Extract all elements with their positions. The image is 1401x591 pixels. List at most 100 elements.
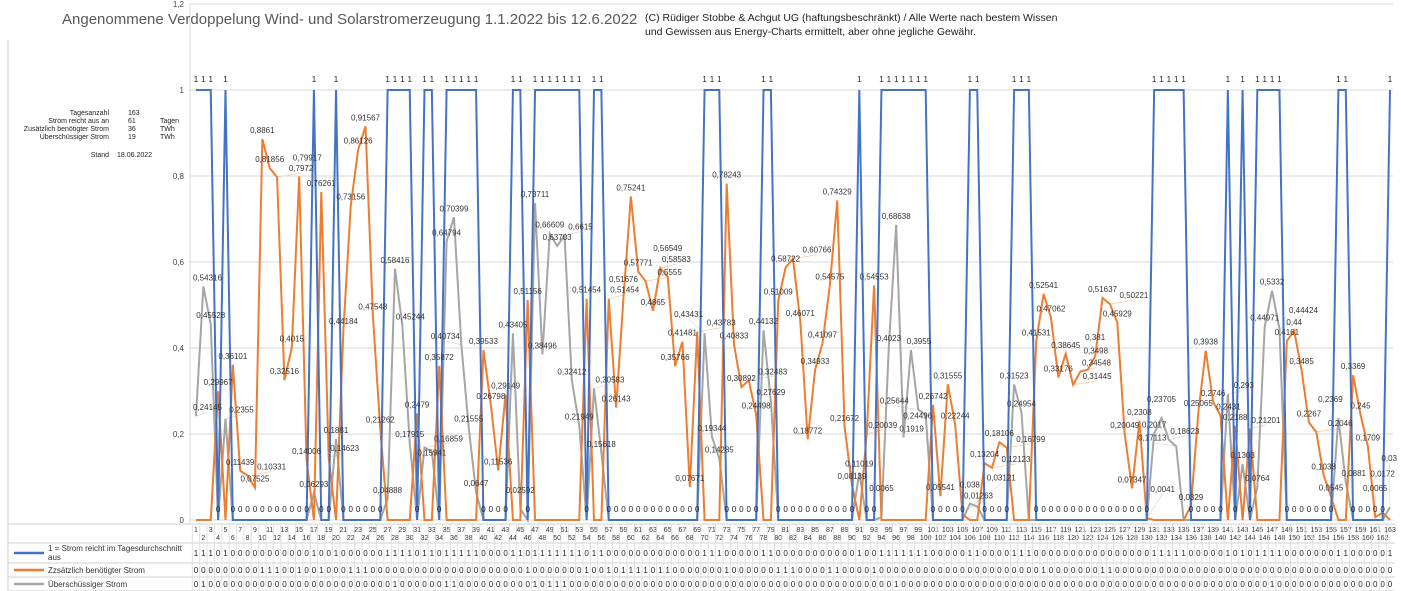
table-cell: 0 [791, 549, 796, 558]
data-label: 0,2308 [1127, 408, 1152, 417]
legend-label: 1 = Strom reicht im Tagesdurchschnitt au… [48, 544, 182, 562]
table-cell: 1 [894, 580, 899, 589]
data-label: 0,3955 [907, 337, 932, 346]
table-cell: 0 [1108, 580, 1113, 589]
table-day-header: 15 [295, 527, 303, 534]
table-cell: 0 [968, 566, 973, 575]
table-cell: 0 [1152, 566, 1157, 575]
table-cell: 0 [1181, 566, 1186, 575]
table-day-header: 97 [900, 527, 908, 534]
table-day-header: 85 [811, 527, 819, 534]
table-cell: 0 [231, 580, 236, 589]
data-label: 1 [887, 75, 892, 84]
table-cell: 0 [312, 566, 317, 575]
table-cell: 0 [1351, 549, 1356, 558]
table-cell: 0 [1122, 580, 1127, 589]
data-label: 0,2267 [1297, 410, 1322, 419]
table-day-header: 5 [224, 527, 228, 534]
data-label: 0,43405 [498, 320, 527, 329]
table-day-header: 136 [1185, 535, 1197, 542]
data-label: 0 [680, 505, 685, 514]
data-label: 0 [503, 505, 508, 514]
table-cell: 0 [909, 580, 914, 589]
data-label: 0 [275, 505, 280, 514]
data-label: 0 [938, 505, 943, 514]
data-label: 0,0545 [1319, 484, 1344, 493]
data-label: 1 [393, 75, 398, 84]
table-cell: 0 [761, 566, 766, 575]
table-cell: 0 [1115, 580, 1120, 589]
table-cell: 0 [1285, 549, 1290, 558]
table-cell: 0 [798, 580, 803, 589]
table-cell: 1 [710, 549, 715, 558]
table-cell: 0 [1093, 549, 1098, 558]
table-day-header: 16 [303, 535, 311, 542]
table-cell: 1 [901, 549, 906, 558]
table-cell: 0 [783, 580, 788, 589]
data-label: 0,54575 [815, 272, 844, 281]
table-cell: 0 [349, 549, 354, 558]
stat-label: Tagesanzahl [69, 110, 109, 117]
data-label: 0 [1137, 505, 1142, 514]
data-label: 0,01263 [964, 492, 993, 501]
data-label: 0,12123 [1002, 455, 1031, 464]
table-cell: 0 [702, 580, 707, 589]
table-day-header: 115 [1031, 527, 1042, 534]
data-label: 0,81856 [255, 155, 284, 164]
table-cell: 0 [496, 580, 501, 589]
table-cell: 0 [946, 580, 951, 589]
table-cell: 0 [466, 580, 471, 589]
data-label: 0,14623 [330, 444, 359, 453]
table-day-header: 108 [979, 535, 991, 542]
table-cell: 0 [747, 580, 752, 589]
table-cell: 0 [297, 549, 302, 558]
data-label: 0,31555 [933, 371, 962, 380]
table-cell: 0 [997, 580, 1002, 589]
table-cell: 1 [791, 566, 796, 575]
table-cell: 0 [982, 566, 987, 575]
data-label: 0 [253, 505, 258, 514]
data-label: 0,76261 [307, 179, 336, 188]
data-label: 0 [806, 505, 811, 514]
table-day-header: 18 [317, 535, 325, 542]
data-label: 0,32412 [557, 368, 586, 377]
data-label: 0,2746 [1201, 389, 1226, 398]
label-leader-line [660, 263, 677, 269]
table-day-header: 80 [774, 535, 782, 542]
data-label: 0 [607, 505, 612, 514]
data-label: 0,5332 [1260, 278, 1285, 287]
table-cell: 0 [842, 580, 847, 589]
data-label: 0,05541 [926, 483, 955, 492]
data-label: 0 [231, 505, 236, 514]
data-label: 1 [1027, 75, 1032, 84]
table-day-header: 58 [612, 535, 620, 542]
table-day-header: 32 [421, 535, 429, 542]
data-label: 0 [614, 505, 619, 514]
table-cell: 0 [724, 549, 729, 558]
table-cell: 0 [518, 580, 523, 589]
table-cell: 1 [909, 549, 914, 558]
table-cell: 0 [614, 549, 619, 558]
data-label: 1 [430, 75, 435, 84]
table-cell: 0 [466, 566, 471, 575]
table-day-header: 65 [664, 527, 672, 534]
data-label: 0,30583 [596, 375, 625, 384]
data-label: 0,26798 [476, 392, 505, 401]
table-cell: 1 [872, 566, 877, 575]
data-label: 0 [739, 505, 744, 514]
data-label: 0 [1307, 505, 1312, 514]
data-label: 1 [717, 75, 722, 84]
table-cell: 0 [1277, 566, 1282, 575]
label-leader-line [1388, 463, 1391, 508]
table-cell: 0 [511, 566, 516, 575]
data-label: 0 [363, 505, 368, 514]
table-cell: 1 [724, 566, 729, 575]
table-cell: 0 [1159, 580, 1164, 589]
table-cell: 0 [872, 580, 877, 589]
table-cell: 1 [665, 566, 670, 575]
y-tick-label: 0,6 [173, 258, 185, 267]
table-cell: 0 [680, 580, 685, 589]
table-cell: 1 [636, 566, 641, 575]
data-label: 0 [1299, 505, 1304, 514]
table-cell: 0 [1049, 580, 1054, 589]
